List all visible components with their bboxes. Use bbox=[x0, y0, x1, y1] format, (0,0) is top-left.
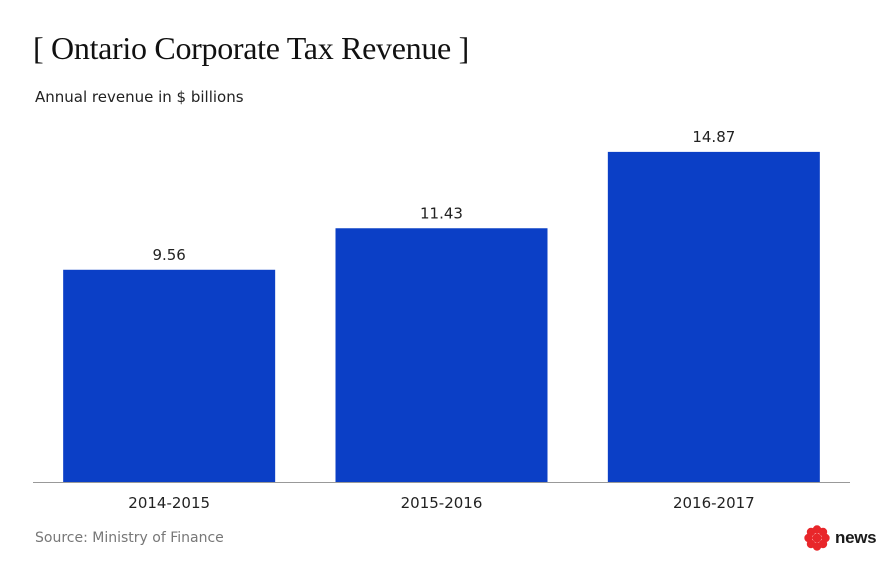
chart-title: [ Ontario Corporate Tax Revenue ] bbox=[33, 30, 470, 66]
bars-group bbox=[63, 151, 820, 483]
x-tick-label-2015-2016: 2015-2016 bbox=[401, 494, 483, 512]
data-label-2016-2017: 14.87 bbox=[692, 128, 735, 146]
gem-center bbox=[812, 533, 822, 543]
x-tick-label-2016-2017: 2016-2017 bbox=[673, 494, 755, 512]
source-note: Source: Ministry of Finance bbox=[35, 530, 224, 546]
cbc-gem-icon bbox=[804, 525, 830, 551]
labels-group: 9.56 2014-2015 11.43 2015-2016 14.87 2016-201… bbox=[128, 128, 754, 512]
bar-2016-2017 bbox=[607, 151, 820, 483]
x-tick-label-2014-2015: 2014-2015 bbox=[128, 494, 210, 512]
chart-subtitle: Annual revenue in $ billions bbox=[35, 88, 244, 106]
data-label-2015-2016: 11.43 bbox=[420, 204, 463, 222]
bar-2014-2015 bbox=[63, 269, 276, 482]
data-label-2014-2015: 9.56 bbox=[152, 246, 185, 264]
logo-text: news bbox=[835, 528, 877, 547]
gem-petal bbox=[818, 527, 828, 537]
bar-2015-2016 bbox=[335, 228, 548, 482]
cbc-news-logo: news bbox=[803, 524, 877, 552]
